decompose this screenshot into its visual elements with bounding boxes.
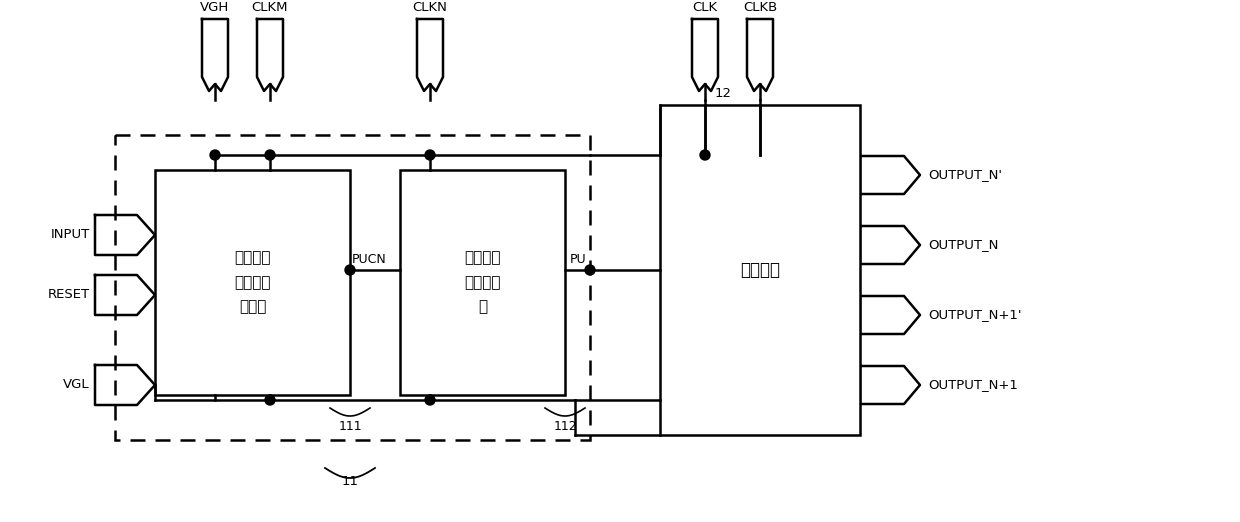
Circle shape (701, 150, 711, 160)
Bar (115, 135, 590, 440)
Polygon shape (202, 19, 228, 91)
Polygon shape (746, 19, 773, 91)
Circle shape (425, 395, 435, 405)
Polygon shape (95, 275, 155, 315)
Text: VGH: VGH (201, 1, 229, 14)
Polygon shape (95, 365, 155, 405)
Polygon shape (257, 19, 283, 91)
Text: 112: 112 (553, 420, 577, 433)
Text: CLKB: CLKB (743, 1, 777, 14)
Text: 12: 12 (715, 87, 732, 100)
Polygon shape (861, 226, 920, 264)
Text: 上拉控制
节点控制
子模块: 上拉控制 节点控制 子模块 (234, 251, 270, 315)
Polygon shape (417, 19, 443, 91)
Circle shape (265, 395, 275, 405)
Text: OUTPUT_N': OUTPUT_N' (928, 169, 1002, 182)
Text: VGL: VGL (63, 378, 91, 392)
Text: PU: PU (570, 253, 587, 266)
Circle shape (210, 150, 219, 160)
Text: PUCN: PUCN (352, 253, 387, 266)
Text: OUTPUT_N: OUTPUT_N (928, 239, 998, 252)
Polygon shape (861, 366, 920, 404)
Text: 上拉节点
控制子模
块: 上拉节点 控制子模 块 (464, 251, 501, 315)
Polygon shape (861, 156, 920, 194)
Circle shape (345, 265, 355, 275)
Circle shape (265, 150, 275, 160)
Text: CLKN: CLKN (413, 1, 448, 14)
Text: 11: 11 (341, 475, 358, 488)
Text: CLK: CLK (692, 1, 718, 14)
Bar (401, 170, 565, 395)
Text: CLKM: CLKM (252, 1, 288, 14)
Circle shape (425, 150, 435, 160)
Polygon shape (95, 215, 155, 255)
Circle shape (585, 265, 595, 275)
Bar (155, 170, 350, 395)
Text: RESET: RESET (48, 289, 91, 302)
Polygon shape (692, 19, 718, 91)
Text: INPUT: INPUT (51, 229, 91, 242)
Text: OUTPUT_N+1': OUTPUT_N+1' (928, 309, 1022, 322)
Text: OUTPUT_N+1: OUTPUT_N+1 (928, 378, 1018, 392)
Text: 输出模块: 输出模块 (740, 261, 780, 279)
Text: 111: 111 (339, 420, 362, 433)
Bar (660, 105, 861, 435)
Polygon shape (861, 296, 920, 334)
